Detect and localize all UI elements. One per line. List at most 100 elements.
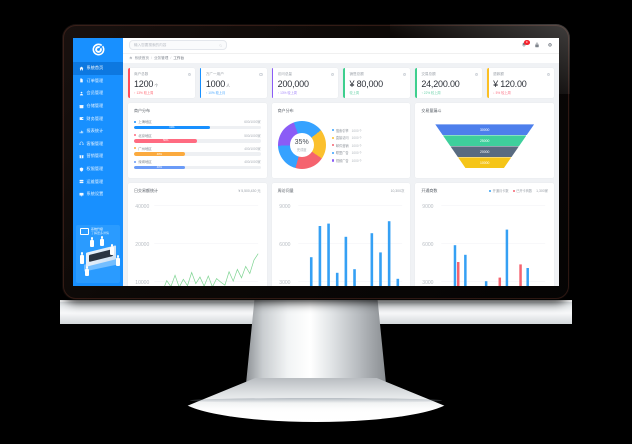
donut-legend-item-0[interactable]: 搜索引擎 1000个 bbox=[331, 128, 362, 133]
bar-chart-extra: 10,300次 bbox=[390, 189, 405, 194]
donut-panel-title: 商户分布 bbox=[277, 108, 294, 114]
monitor-stand-neck bbox=[246, 300, 386, 384]
bar-chart-area[interactable]: 9000 6000 3000 bbox=[278, 198, 405, 286]
funnel-panel-title: 交易量漏斗 bbox=[421, 108, 442, 114]
stat-card-5[interactable]: 退款额? ¥ 120.00 ↓ 5% 较上周 bbox=[487, 67, 554, 99]
progress-row-label: 上海地区 bbox=[134, 119, 152, 124]
funnel-level-0[interactable]: 30000 访问人次 bbox=[435, 124, 535, 136]
sidebar-item-label: 会员管理 bbox=[86, 90, 104, 96]
gear-icon[interactable] bbox=[547, 42, 553, 48]
promo-subtitle: 了解更多详情 bbox=[91, 230, 110, 235]
sidebar-item-4[interactable]: 财务管理 bbox=[73, 112, 123, 125]
donut-legend-item-1[interactable]: 直接访问 1000个 bbox=[331, 135, 362, 140]
donut-chart[interactable]: 35% 完成度 bbox=[277, 121, 326, 170]
help-icon[interactable]: ? bbox=[546, 72, 550, 76]
stat-accent-bar bbox=[415, 67, 417, 99]
stat-card-3[interactable]: 销售总额? ¥ 80,000 较上周 bbox=[343, 67, 411, 99]
bar-chart-title: 周访问量 bbox=[277, 187, 294, 193]
progress-fill: 40% bbox=[134, 152, 185, 157]
stat-card-2[interactable]: 访问总量? 200,000 ↑ 13% 较上周 bbox=[271, 67, 339, 99]
bell-icon[interactable]: 9 bbox=[521, 40, 530, 48]
sidebar-item-label: 系统设置 bbox=[86, 191, 104, 197]
sidebar-item-5[interactable]: 报表统计 bbox=[73, 125, 123, 138]
breadcrumb-item-0[interactable]: 系统首页 bbox=[134, 55, 149, 60]
dual-bar-chart-area[interactable]: 9000 6000 3000 bbox=[421, 198, 548, 286]
dual-legend-item-1[interactable]: 已开卡商数 bbox=[512, 188, 532, 193]
legend-dot-icon bbox=[331, 136, 334, 139]
search-input[interactable]: 输入您要搜索的内容 bbox=[129, 40, 227, 51]
sidebar-item-10[interactable]: 系统设置 bbox=[73, 188, 123, 201]
help-icon[interactable]: ? bbox=[187, 72, 191, 76]
legend-dot-icon bbox=[331, 151, 334, 155]
app-sidebar: 系统首页 订单管理会员管理仓储管理 财务管理报表统计客服管理 营销管理权限管理运维管理… bbox=[73, 38, 123, 286]
sidebar-item-9[interactable]: 运维管理 bbox=[73, 175, 123, 188]
sidebar-nav: 系统首页 订单管理会员管理仓储管理 财务管理报表统计客服管理 营销管理权限管理运维管理… bbox=[73, 60, 123, 225]
figure-5 bbox=[116, 255, 120, 266]
help-icon[interactable]: ? bbox=[259, 72, 263, 76]
progress-label-text: 深圳地区 bbox=[138, 160, 152, 165]
funnel-panel: 交易量漏斗 30000 访问人次 25000 浏览商品 20000 加入购物车 10000 支… bbox=[415, 103, 555, 178]
funnel-level-caption: 浏览商品 bbox=[536, 139, 552, 143]
donut-legend-label: 视频广告 bbox=[335, 159, 349, 164]
stat-card-4[interactable]: 交易总额? 24,200.00 ↑ 22% 较上周 bbox=[415, 67, 483, 99]
line-chart-area[interactable]: 40000 20000 10000 bbox=[134, 198, 261, 286]
funnel-level-value: 25000 bbox=[479, 138, 490, 143]
donut-legend-label: 联盟广告 bbox=[335, 151, 349, 156]
funnel-panel-head: 交易量漏斗 bbox=[421, 108, 548, 114]
progress-row-label: 深圳地区 bbox=[134, 159, 152, 164]
promo-header: 系统升级 了解更多详情 bbox=[80, 227, 110, 235]
stat-card-0[interactable]: 商户总数? 1200个 ↑ 13% 较上周 bbox=[128, 67, 195, 99]
app-topbar: 输入您要搜索的内容 9 bbox=[123, 38, 559, 53]
breadcrumb-item-1[interactable]: 业务管理 bbox=[153, 55, 169, 60]
target-logo-icon bbox=[92, 43, 104, 55]
funnel-caption-text: 访问人次 bbox=[548, 127, 559, 132]
sidebar-item-3[interactable]: 仓储管理 bbox=[73, 100, 123, 113]
stat-card-head: 万广一用户? bbox=[206, 72, 263, 77]
progress-list: 上海地区 600/1000家 60% 北京地区 500/1000家 50% 广州地区 400/… bbox=[134, 119, 261, 173]
donut-legend-item-4[interactable]: 视频广告 1000个 bbox=[331, 158, 362, 164]
stat-card-unit: 人 bbox=[226, 82, 230, 88]
chart-icon bbox=[79, 129, 84, 134]
funnel-level-1[interactable]: 25000 浏览商品 bbox=[442, 135, 527, 147]
sidebar-item-7[interactable]: 营销管理 bbox=[73, 150, 123, 163]
svg-text:10000: 10000 bbox=[135, 280, 149, 286]
lock-icon[interactable] bbox=[534, 42, 540, 48]
funnel-level-3[interactable]: 10000 支付订单 bbox=[458, 157, 512, 169]
stat-card-delta: ↑ 22% 较上周 bbox=[421, 91, 441, 96]
funnel-level-value: 30000 bbox=[479, 127, 490, 132]
sidebar-item-0[interactable]: 系统首页 bbox=[73, 62, 123, 75]
legend-dot-icon bbox=[512, 189, 515, 192]
middle-panel-row: 商户分布 上海地区 600/1000家 60% 北京地区 500/1000家 50% 广州地… bbox=[128, 103, 555, 178]
funnel-chart[interactable]: 30000 访问人次 25000 浏览商品 20000 加入购物车 10000 支付订单 bbox=[421, 118, 548, 173]
sidebar-item-8[interactable]: 权限管理 bbox=[73, 163, 123, 176]
stat-card-head: 退款额? bbox=[493, 72, 550, 77]
search-icon bbox=[218, 43, 222, 47]
donut-legend-item-2[interactable]: 邮件营销 1000个 bbox=[331, 143, 362, 148]
server-icon bbox=[79, 179, 84, 184]
help-icon[interactable]: ? bbox=[474, 72, 479, 76]
sidebar-item-1[interactable]: 订单管理 bbox=[73, 75, 123, 88]
donut-legend: 搜索引擎 1000个 直接访问 1000个 邮件营销 1000个 联盟广告 1000个 视频广告… bbox=[331, 128, 362, 164]
sidebar-item-label: 权限管理 bbox=[86, 166, 104, 172]
sidebar-item-2[interactable]: 会员管理 bbox=[73, 87, 123, 100]
stat-card-1[interactable]: 万广一用户? 1000人 ↑ 10% 较上月 bbox=[199, 67, 267, 99]
funnel-level-2[interactable]: 20000 加入购物车 bbox=[450, 146, 519, 158]
donut-percent: 35% bbox=[294, 139, 309, 147]
sidebar-promo-illustration[interactable]: 系统升级 了解更多详情 bbox=[76, 225, 120, 283]
stat-card-delta: ↑ 13% 较上周 bbox=[277, 91, 297, 96]
dual-legend-item-0[interactable]: 开通月卡数 bbox=[489, 188, 509, 193]
dual-bar-chart-extra: 1,300家 bbox=[536, 189, 549, 194]
sidebar-item-label: 报表统计 bbox=[86, 128, 104, 134]
app-logo[interactable] bbox=[73, 38, 123, 60]
monitor-icon bbox=[79, 192, 84, 197]
progress-row-value: 600/1000家 bbox=[244, 120, 261, 125]
stat-card-head: 访问总量? bbox=[278, 72, 335, 77]
app-main: 输入您要搜索的内容 9 bbox=[123, 38, 559, 286]
help-icon[interactable]: ? bbox=[331, 72, 335, 76]
sidebar-item-6[interactable]: 客服管理 bbox=[73, 138, 123, 151]
stat-card-delta: ↑ 10% 较上月 bbox=[205, 91, 226, 96]
svg-text:9000: 9000 bbox=[423, 204, 434, 210]
donut-legend-item-3[interactable]: 联盟广告 1000个 bbox=[331, 150, 362, 156]
help-icon[interactable]: ? bbox=[403, 72, 407, 76]
stat-card-title: 销售总额 bbox=[349, 71, 364, 76]
